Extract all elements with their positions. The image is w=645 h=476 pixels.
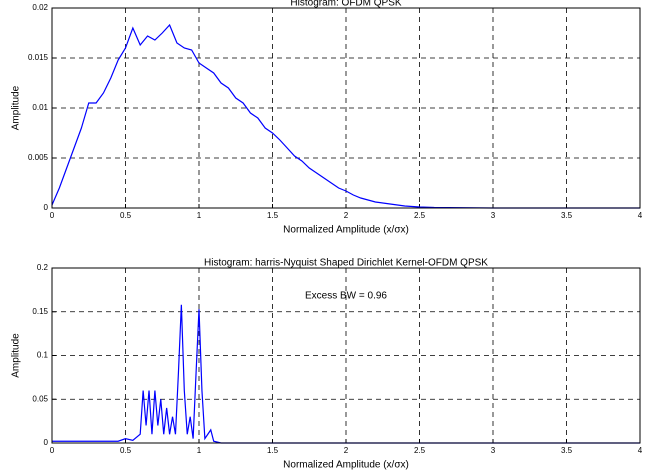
- data-line: [51, 23, 640, 209]
- data-line: [52, 304, 640, 444]
- y-tick-label: 0: [44, 203, 49, 212]
- x-tick-label: 2.5: [414, 446, 426, 455]
- axes-frame: [51, 267, 641, 444]
- x-tick-label: 2.5: [414, 211, 426, 220]
- x-tick-label: 3: [491, 211, 496, 220]
- x-tick-label: 1.5: [267, 446, 279, 455]
- y-tick-label: 0.02: [32, 3, 48, 12]
- y-axis-label: Amplitude: [11, 333, 22, 378]
- y-tick-label: 0.15: [32, 307, 48, 316]
- x-tick-label: 4: [638, 446, 643, 455]
- x-tick-label: 0: [50, 211, 55, 220]
- y-tick-label: 0.005: [28, 153, 49, 162]
- y-tick-label: 0.015: [28, 53, 49, 62]
- y-tick-label: 0.2: [37, 263, 49, 272]
- y-tick-label: 0.05: [32, 394, 48, 403]
- y-tick-label: 0: [44, 438, 49, 447]
- x-axis-label: Normalized Amplitude (x/σx): [283, 225, 409, 236]
- chart-title: Histogram: OFDM QPSK: [290, 0, 401, 9]
- x-tick-label: 3: [491, 446, 496, 455]
- x-tick-label: 0.5: [120, 211, 132, 220]
- x-tick-label: 0.5: [120, 446, 132, 455]
- x-tick-label: 1: [197, 446, 202, 455]
- y-tick-label: 0.1: [37, 351, 49, 360]
- y-tick-label: 0.01: [32, 103, 48, 112]
- x-tick-label: 4: [638, 211, 643, 220]
- x-tick-label: 1: [197, 211, 202, 220]
- axes-frame: [51, 7, 641, 209]
- chart-title: Histogram: harris-Nyquist Shaped Dirichl…: [204, 258, 488, 269]
- x-tick-label: 2: [344, 211, 349, 220]
- x-tick-label: 3.5: [561, 446, 573, 455]
- x-axis-label: Normalized Amplitude (x/σx): [283, 460, 409, 471]
- x-tick-label: 0: [50, 446, 55, 455]
- x-tick-label: 1.5: [267, 211, 279, 220]
- x-tick-label: 3.5: [561, 211, 573, 220]
- x-tick-label: 2: [344, 446, 349, 455]
- y-axis-label: Amplitude: [11, 85, 22, 130]
- annotation: Excess BW = 0.96: [305, 291, 387, 302]
